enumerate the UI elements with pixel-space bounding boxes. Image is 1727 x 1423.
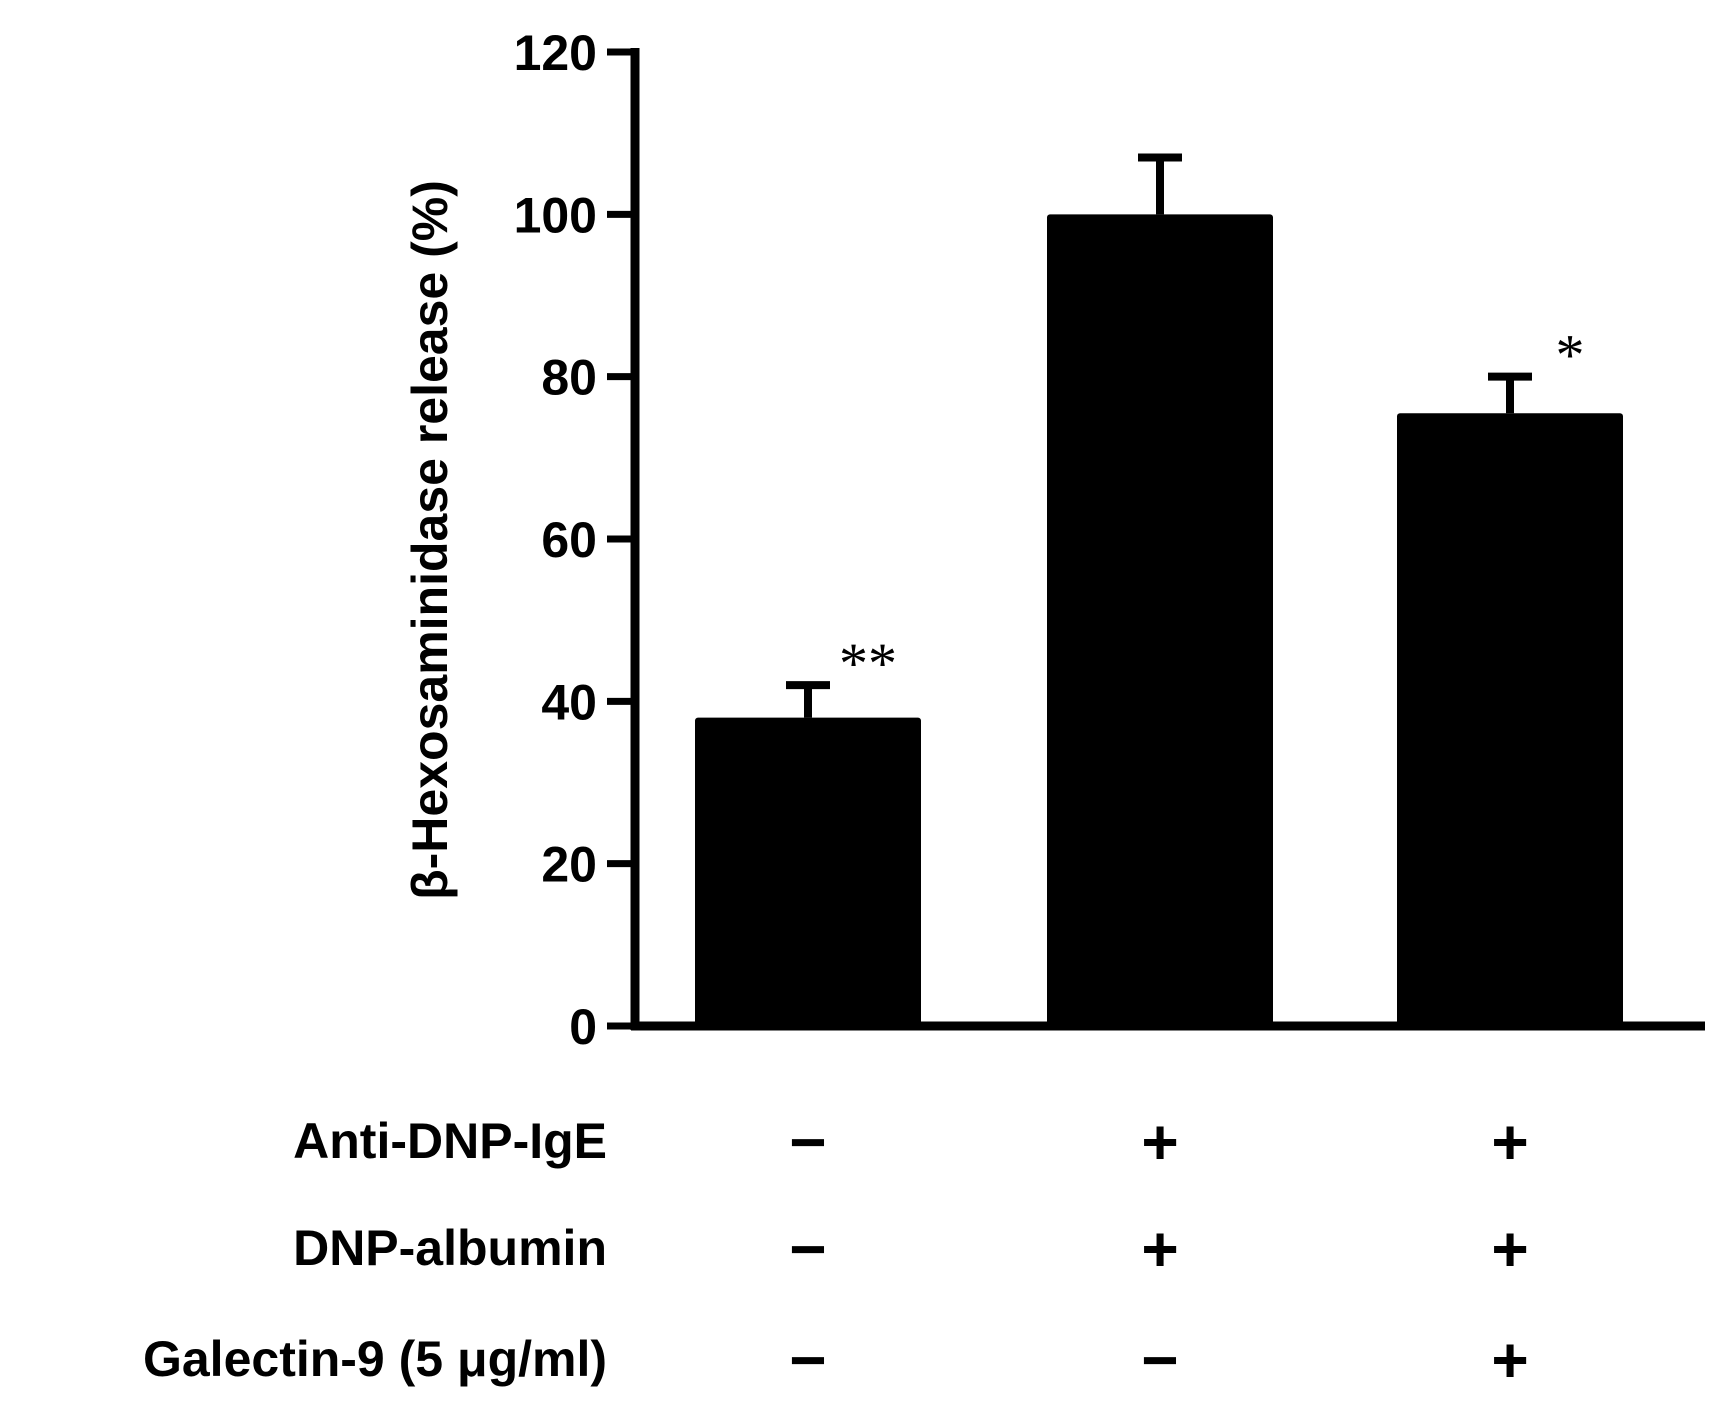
condition-label: Anti-DNP-IgE <box>293 1113 607 1169</box>
y-tick-label: 0 <box>569 999 597 1055</box>
condition-sign: + <box>1491 1213 1528 1285</box>
y-tick-label: 60 <box>541 512 597 568</box>
condition-sign: + <box>1491 1106 1528 1178</box>
y-ticks: 0 20 40 60 80 100 120 <box>514 25 635 1055</box>
bar <box>695 717 921 1026</box>
bar <box>1397 413 1623 1027</box>
condition-sign: + <box>1141 1213 1178 1285</box>
condition-label: Galectin-9 (5 μg/ml) <box>143 1331 607 1387</box>
condition-label: DNP-albumin <box>293 1220 607 1276</box>
y-tick-label: 100 <box>514 187 597 243</box>
condition-sign: + <box>1491 1324 1528 1396</box>
significance-marker: * <box>1556 323 1585 388</box>
y-tick-label: 80 <box>541 350 597 406</box>
bars-layer <box>695 214 1623 1027</box>
condition-table: Anti-DNP-IgE − + + DNP-albumin − + + Galectin-9 … <box>143 1106 1529 1396</box>
y-tick-label: 20 <box>541 837 597 893</box>
error-bars-layer <box>786 153 1532 718</box>
y-axis-label: β-Hexosaminidase release (%) <box>402 180 458 900</box>
condition-sign: − <box>1141 1324 1178 1396</box>
condition-sign: + <box>1141 1106 1178 1178</box>
y-tick-label: 120 <box>514 25 597 81</box>
condition-sign: − <box>789 1106 826 1178</box>
condition-sign: − <box>789 1213 826 1285</box>
condition-sign: − <box>789 1324 826 1396</box>
bar <box>1047 214 1273 1027</box>
significance-annotations: *** <box>839 323 1585 696</box>
y-tick-label: 40 <box>541 674 597 730</box>
significance-marker: ** <box>839 631 897 696</box>
